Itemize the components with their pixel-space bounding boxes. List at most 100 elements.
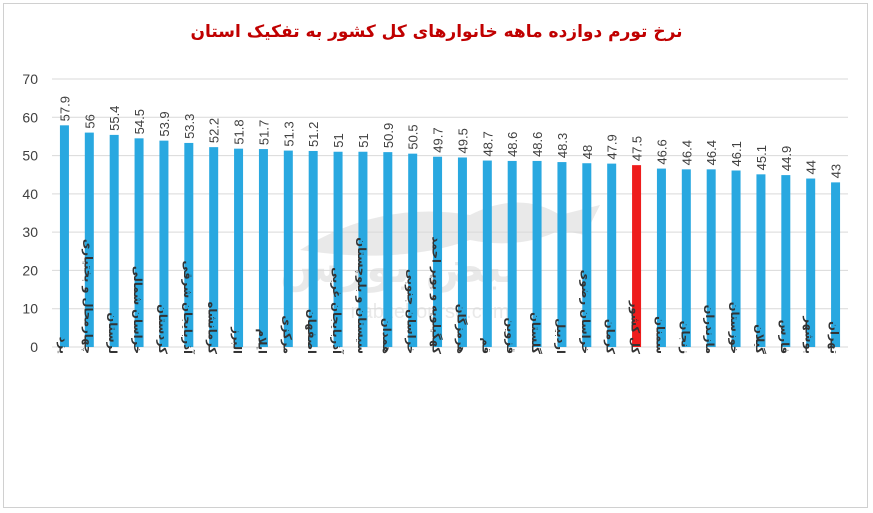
- bar: [134, 138, 144, 347]
- bar: [209, 147, 219, 347]
- bar: [756, 174, 766, 347]
- data-label: 45.1: [754, 145, 769, 170]
- category-label: کهگیلویه و بویر احمد: [429, 236, 444, 354]
- bar: [607, 163, 617, 347]
- y-tick-label: 50: [22, 148, 38, 164]
- y-tick-label: 10: [22, 301, 38, 317]
- data-label: 50.9: [381, 123, 396, 148]
- category-label: ایلام: [255, 329, 269, 354]
- data-label: 46.4: [704, 140, 719, 165]
- category-label: مازندران: [703, 305, 717, 354]
- category-label: اردبیل: [554, 318, 568, 354]
- category-label: یزد: [56, 337, 70, 354]
- bar: [532, 160, 542, 347]
- data-label: 47.9: [605, 134, 620, 159]
- category-label: کل کشور: [628, 300, 643, 354]
- bar: [457, 157, 467, 347]
- data-label: 49.7: [431, 127, 446, 152]
- data-label: 57.9: [57, 96, 72, 121]
- data-label: 50.5: [406, 124, 421, 149]
- bar: [831, 182, 841, 347]
- data-label: 53.9: [157, 111, 172, 136]
- category-label: آذربایجان شرقی: [181, 261, 195, 356]
- chart-title: نرخ تورم دوازده ماهه خانوارهای کل کشور ب…: [190, 22, 683, 42]
- bar: [383, 152, 393, 347]
- category-label: سیستان و بلوچستان: [354, 237, 369, 354]
- bar: [184, 142, 194, 347]
- y-tick-label: 20: [22, 262, 38, 278]
- category-label: خراسان شمالی: [131, 266, 145, 354]
- bar: [731, 170, 741, 347]
- bar: [283, 150, 293, 347]
- data-label: 46.4: [679, 140, 694, 165]
- category-label: آذربایجان غربی: [330, 267, 344, 355]
- data-label: 44.9: [779, 146, 794, 171]
- category-label: مرکزی: [280, 315, 294, 354]
- bar: [358, 151, 368, 347]
- data-label: 48: [580, 145, 595, 159]
- y-tick-label: 60: [22, 109, 38, 125]
- category-label: سمنان: [653, 316, 667, 354]
- bar: [59, 125, 69, 347]
- bar: [582, 163, 592, 347]
- y-tick-label: 40: [22, 186, 38, 202]
- data-label: 44: [804, 160, 819, 174]
- category-label: کرمانشاه: [206, 302, 220, 355]
- data-label: 49.5: [455, 128, 470, 153]
- category-labels: یزد چهارمحال و بختیاری لرستان خراسان شمالی ک…: [56, 236, 841, 355]
- category-label: کرمان: [604, 319, 618, 354]
- category-label: تهران: [828, 321, 842, 354]
- category-label: بوشهر: [802, 315, 817, 354]
- y-tick-label: 70: [22, 71, 38, 87]
- data-label: 48.3: [555, 133, 570, 158]
- data-label: 51.8: [232, 119, 247, 144]
- bar: [433, 156, 443, 347]
- data-label: 55.4: [107, 106, 122, 131]
- data-label: 48.6: [530, 132, 545, 157]
- category-label: زنجان: [678, 321, 692, 354]
- bar: [482, 160, 492, 347]
- category-label: البرز: [231, 326, 245, 354]
- category-label: گلستان: [529, 312, 543, 354]
- category-label: لرستان: [106, 312, 120, 354]
- bar: [234, 148, 244, 347]
- data-label: 43: [829, 164, 844, 178]
- category-label: خوزستان: [727, 302, 742, 354]
- bar: [84, 132, 94, 347]
- bar: [408, 153, 418, 347]
- category-label: خراسان رضوی: [578, 270, 593, 354]
- category-label: کردستان: [156, 304, 170, 354]
- y-tick-label: 0: [30, 339, 38, 355]
- bar: [656, 168, 666, 347]
- svg-text:نبض بورس: نبض بورس: [280, 242, 520, 293]
- category-label: خراسان جنوبی: [404, 269, 419, 354]
- y-tick-label: 30: [22, 224, 38, 240]
- bar: [109, 134, 119, 347]
- bar: [308, 150, 318, 347]
- category-label: هرمزگان: [454, 304, 468, 354]
- data-label: 51.7: [256, 120, 271, 145]
- data-label: 51: [356, 133, 371, 147]
- data-label: 51.3: [281, 121, 296, 146]
- data-label: 47.5: [630, 136, 645, 161]
- category-label: قم: [479, 337, 493, 354]
- bar: [806, 178, 816, 347]
- bar: [159, 140, 169, 347]
- data-label: 52.2: [207, 118, 222, 143]
- bar: [258, 149, 268, 347]
- bar: [681, 169, 691, 347]
- data-label: 53.3: [182, 114, 197, 139]
- bar: [333, 151, 343, 347]
- y-axis: 0 10 20 30 40 50 60 70: [22, 71, 38, 355]
- bar: [557, 162, 567, 347]
- data-label: 46.6: [654, 139, 669, 164]
- data-label: 54.5: [132, 109, 147, 134]
- category-label: فارس: [778, 320, 792, 354]
- bars: [59, 125, 841, 347]
- bar: [781, 175, 791, 347]
- data-label: 48.7: [480, 131, 495, 156]
- data-labels: 57.9 56 55.4 54.5 53.9 53.3 52.2 51.8 51.7 51.3 51…: [57, 96, 843, 178]
- bar-highlight: [632, 165, 642, 347]
- data-label: 48.6: [505, 132, 520, 157]
